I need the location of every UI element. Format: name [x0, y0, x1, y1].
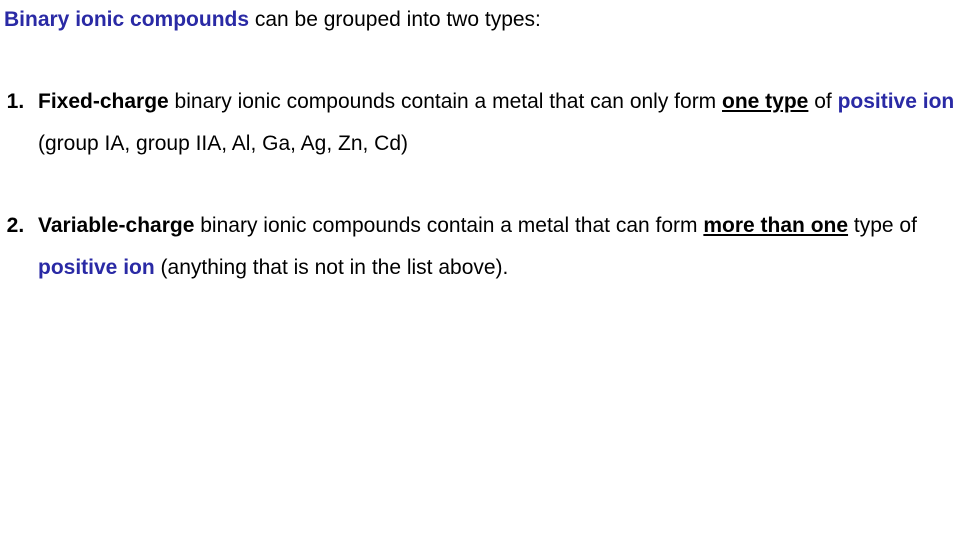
intro-term: Binary ionic compounds — [4, 8, 249, 31]
fixed-charge-text-2: of — [808, 90, 837, 113]
intro-rest: can be grouped into two types: — [249, 8, 541, 31]
fixed-charge-tail: (group IA, group IIA, Al, Ga, Ag, Zn, Cd… — [38, 132, 408, 155]
variable-charge-more-than-one: more than one — [703, 214, 848, 237]
list-item-fixed-charge: Fixed-charge binary ionic compounds cont… — [30, 81, 960, 165]
intro-line: Binary ionic compounds can be grouped in… — [0, 6, 960, 33]
slide-content: Binary ionic compounds can be grouped in… — [0, 0, 960, 540]
variable-charge-positive-ion: positive ion — [38, 256, 155, 279]
variable-charge-text-2: type of — [848, 214, 917, 237]
list-item-variable-charge: Variable-charge binary ionic compounds c… — [30, 205, 960, 289]
variable-charge-text-1: binary ionic compounds contain a metal t… — [194, 214, 703, 237]
variable-charge-term: Variable-charge — [38, 214, 194, 237]
fixed-charge-positive-ion: positive ion — [838, 90, 955, 113]
fixed-charge-term: Fixed-charge — [38, 90, 169, 113]
variable-charge-tail: (anything that is not in the list above)… — [155, 256, 509, 279]
types-list: Fixed-charge binary ionic compounds cont… — [0, 81, 960, 289]
fixed-charge-text-1: binary ionic compounds contain a metal t… — [169, 90, 722, 113]
fixed-charge-one-type: one type — [722, 90, 808, 113]
